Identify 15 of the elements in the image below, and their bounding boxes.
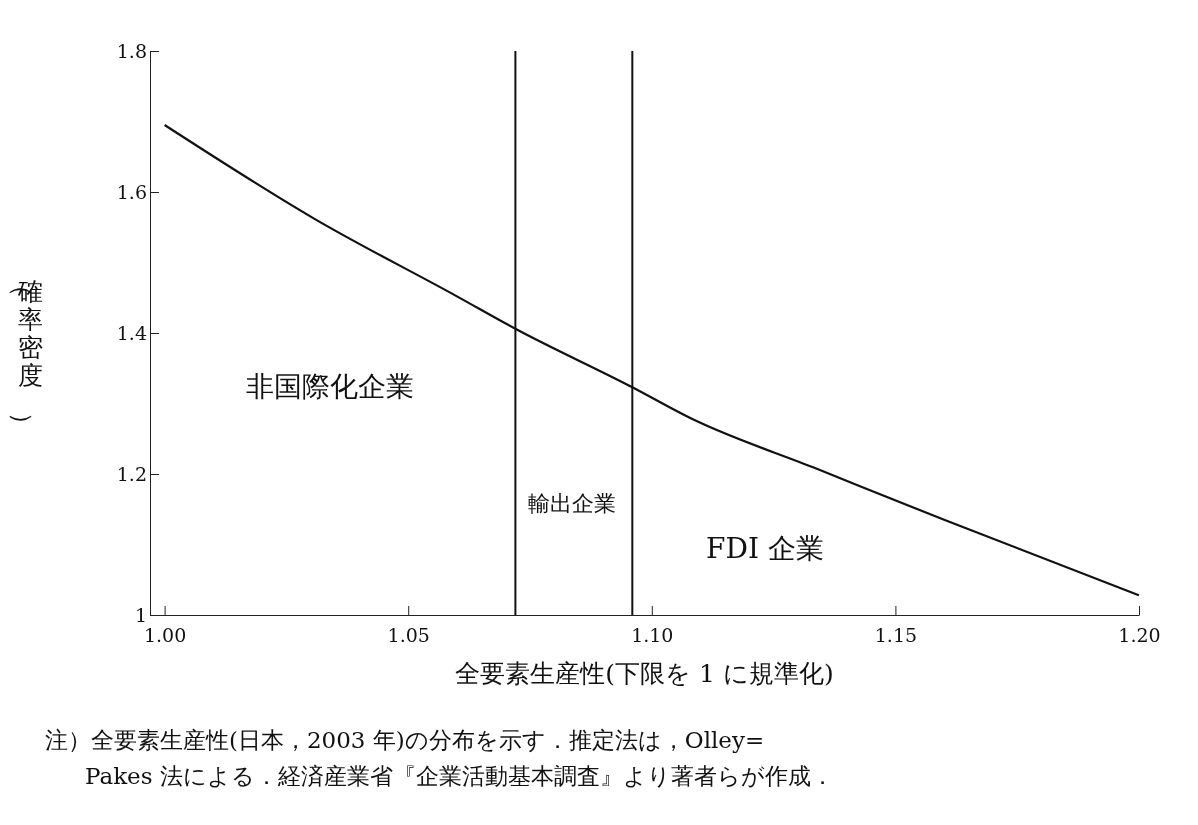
x-tick-label: 1.20 — [1118, 624, 1161, 647]
annotation: FDI 企業 — [706, 531, 824, 565]
x-tick-label: 1.15 — [874, 624, 918, 647]
y-tick-label: 1.4 — [116, 321, 147, 344]
x-tick-label: 1.00 — [143, 624, 187, 647]
y-tick-label: 1.8 — [116, 39, 147, 62]
y-tick-label: 1.6 — [116, 180, 147, 203]
y-tick-label: 1.2 — [116, 462, 147, 485]
text: 注）全要素生産性(日本，2003 年)の分布を示す．推定法は，Olley= Pakes 法による．経済産業省『企業活動基本調査』より著者らが作成． — [45, 727, 834, 789]
x-axis-title: 全要素生産性(下限を 1 に規準化) — [455, 659, 834, 688]
y-tick-label: 1 — [134, 603, 147, 626]
x-tick-label: 1.10 — [631, 624, 674, 647]
annotation: 輸出企業 — [528, 491, 616, 516]
annotation: 非国際化企業 — [246, 369, 414, 403]
x-tick-label: 1.05 — [387, 624, 430, 647]
